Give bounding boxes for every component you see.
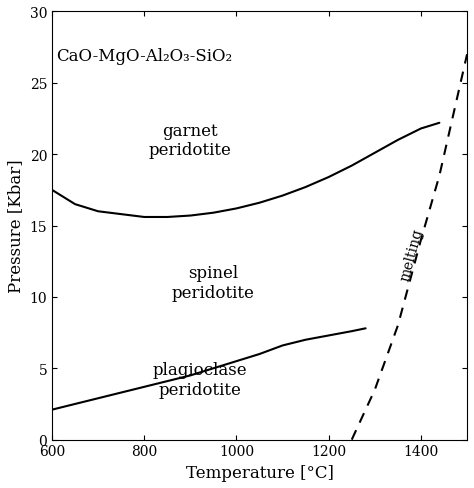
Y-axis label: Pressure [Kbar]: Pressure [Kbar] bbox=[7, 160, 24, 293]
X-axis label: Temperature [°C]: Temperature [°C] bbox=[186, 464, 333, 481]
Text: plagioclase
peridotite: plagioclase peridotite bbox=[152, 362, 247, 398]
Text: melting: melting bbox=[398, 227, 426, 283]
Text: CaO-MgO-Al₂O₃-SiO₂: CaO-MgO-Al₂O₃-SiO₂ bbox=[56, 48, 233, 65]
Text: spinel
peridotite: spinel peridotite bbox=[172, 265, 255, 301]
Text: garnet
peridotite: garnet peridotite bbox=[149, 122, 232, 159]
